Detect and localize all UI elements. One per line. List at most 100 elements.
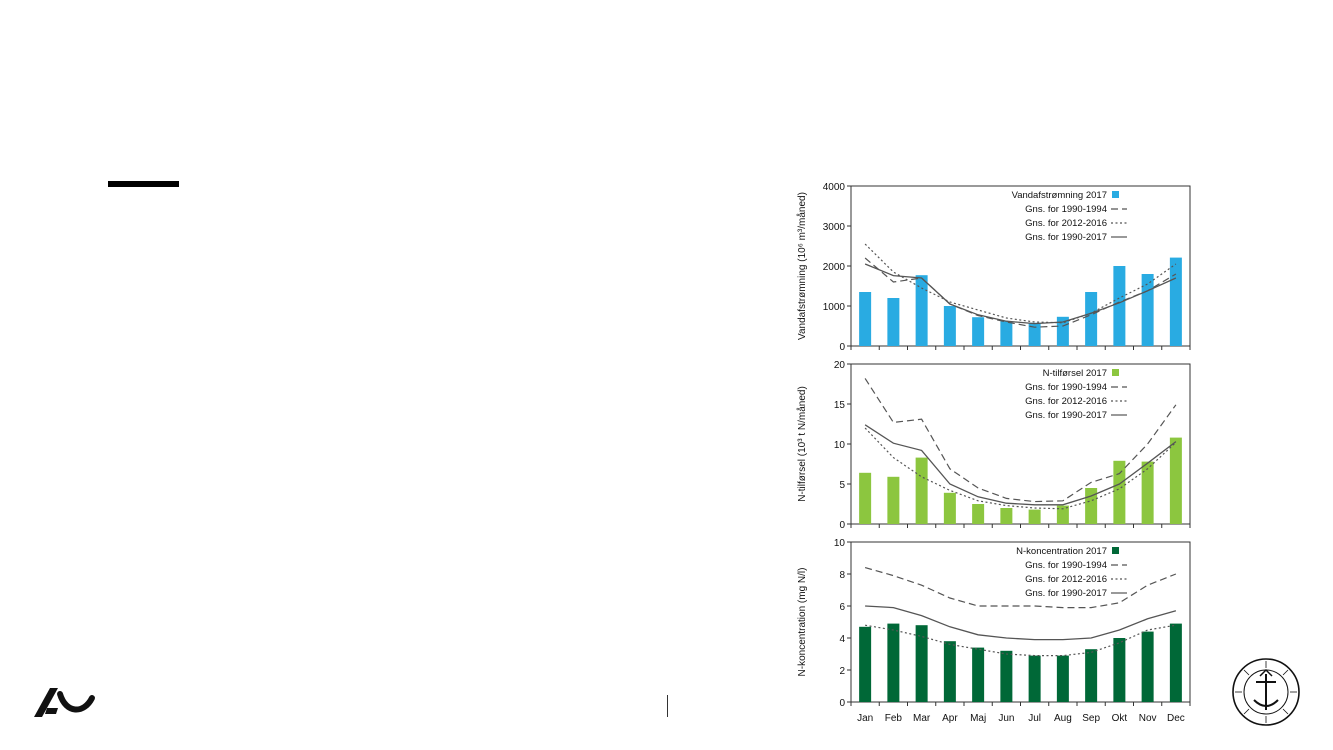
plot-frame	[850, 363, 1191, 525]
chart-panel-3: 0 2 4 6 8 10 N-koncentration (mg N/l) N-koncent…	[797, 538, 1191, 724]
bar	[1085, 649, 1098, 702]
bar	[1056, 505, 1069, 524]
bar	[972, 504, 985, 524]
series-line	[864, 427, 1177, 510]
legend-label: N-tilførsel 2017	[1043, 368, 1107, 379]
legend-label: Gns. for 1990-1994	[1025, 204, 1107, 215]
series-line	[864, 263, 1177, 325]
series-line	[864, 624, 1177, 657]
bar	[1169, 437, 1182, 524]
y-tick-label: 4000	[823, 182, 846, 193]
y-tick-label: 6	[839, 602, 845, 613]
bar	[1169, 623, 1182, 702]
series-line	[864, 424, 1177, 506]
legend-label: Gns. for 1990-2017	[1025, 232, 1107, 243]
bar	[859, 472, 872, 524]
bar	[943, 492, 956, 524]
legend-label: Vandafstrømning 2017	[1012, 190, 1107, 201]
bar	[1113, 460, 1126, 524]
x-tick-label: Okt	[1112, 713, 1128, 724]
y-tick-label: 3000	[823, 222, 846, 233]
bar	[1113, 266, 1126, 346]
x-tick-label: Aug	[1054, 713, 1072, 724]
bar	[859, 292, 872, 346]
bar	[1056, 316, 1069, 346]
legend-label: Gns. for 1990-1994	[1025, 560, 1107, 571]
bar	[1028, 655, 1041, 702]
y-axis-label: N-koncentration (mg N/l)	[797, 568, 808, 677]
y-tick-label: 2000	[823, 262, 846, 273]
legend-label: Gns. for 2012-2016	[1025, 574, 1107, 585]
bar	[1169, 257, 1182, 346]
series-line	[864, 378, 1177, 503]
bar	[1141, 631, 1154, 702]
series-line	[864, 567, 1177, 609]
x-tick-label: Jan	[857, 713, 873, 724]
legend-swatch	[1112, 191, 1119, 198]
bar	[943, 306, 956, 346]
series-line	[864, 243, 1177, 324]
y-axis-label: N-tilførsel (10³ t N/måned)	[796, 386, 808, 502]
bar	[887, 623, 900, 702]
x-tick-label: Jun	[998, 713, 1014, 724]
bar	[887, 298, 900, 346]
y-tick-label: 15	[834, 400, 846, 411]
series-line	[865, 605, 1177, 641]
university-seal	[1232, 658, 1300, 726]
bar	[1028, 509, 1041, 524]
legend-swatch	[1112, 547, 1119, 554]
legend-label: Gns. for 2012-2016	[1025, 218, 1107, 229]
bar	[1000, 650, 1013, 702]
bar	[859, 626, 872, 702]
y-tick-label: 2	[839, 666, 845, 677]
series-line	[864, 257, 1177, 328]
x-tick-label: Sep	[1082, 713, 1100, 724]
y-tick-label: 10	[834, 440, 846, 451]
footer-divider	[667, 695, 668, 717]
bar	[1141, 461, 1154, 524]
y-tick-label: 5	[839, 480, 845, 491]
legend-swatch	[1112, 369, 1119, 376]
bar	[1141, 274, 1154, 346]
bar	[972, 647, 985, 702]
title-accent-bar	[108, 181, 179, 187]
x-tick-label: Mar	[913, 713, 931, 724]
x-tick-label: Dec	[1167, 713, 1185, 724]
bar	[1113, 638, 1126, 702]
bar	[1028, 322, 1041, 346]
bar	[887, 476, 900, 524]
bar	[1000, 508, 1013, 524]
legend-label: Gns. for 2012-2016	[1025, 396, 1107, 407]
y-tick-label: 0	[839, 342, 845, 353]
y-tick-label: 1000	[823, 302, 846, 313]
chart-panel-1: 0 1000 2000 3000 4000 Vandafstrømning (10⁶ m³…	[796, 182, 1191, 353]
y-tick-label: 0	[839, 520, 845, 531]
legend-label: Gns. for 1990-2017	[1025, 588, 1107, 599]
legend-label: N-koncentration 2017	[1016, 546, 1107, 557]
bar	[915, 457, 928, 524]
y-tick-label: 4	[839, 634, 845, 645]
chart-panel-2: 0 5 10 15 20 N-tilførsel (10³ t N/måned) N-til…	[796, 360, 1191, 531]
x-tick-label: Nov	[1139, 713, 1157, 724]
bar	[1085, 488, 1098, 524]
legend-label: Gns. for 1990-1994	[1025, 382, 1107, 393]
bar	[915, 275, 928, 346]
x-tick-label: Maj	[970, 713, 986, 724]
x-tick-label: Jul	[1028, 713, 1041, 724]
x-tick-label: Apr	[942, 713, 958, 724]
bar	[943, 641, 956, 702]
y-tick-label: 8	[839, 570, 845, 581]
bar	[915, 625, 928, 702]
y-tick-label: 20	[834, 360, 846, 371]
bar	[1085, 292, 1098, 346]
y-axis-label: Vandafstrømning (10⁶ m³/måned)	[796, 192, 808, 340]
y-tick-label: 0	[839, 698, 845, 709]
au-logo	[34, 688, 95, 717]
legend-label: Gns. for 1990-2017	[1025, 410, 1107, 421]
y-tick-label: 10	[834, 538, 846, 549]
bar	[972, 317, 985, 346]
bar	[1056, 655, 1069, 702]
bar	[1000, 321, 1013, 346]
x-tick-label: Feb	[885, 713, 903, 724]
